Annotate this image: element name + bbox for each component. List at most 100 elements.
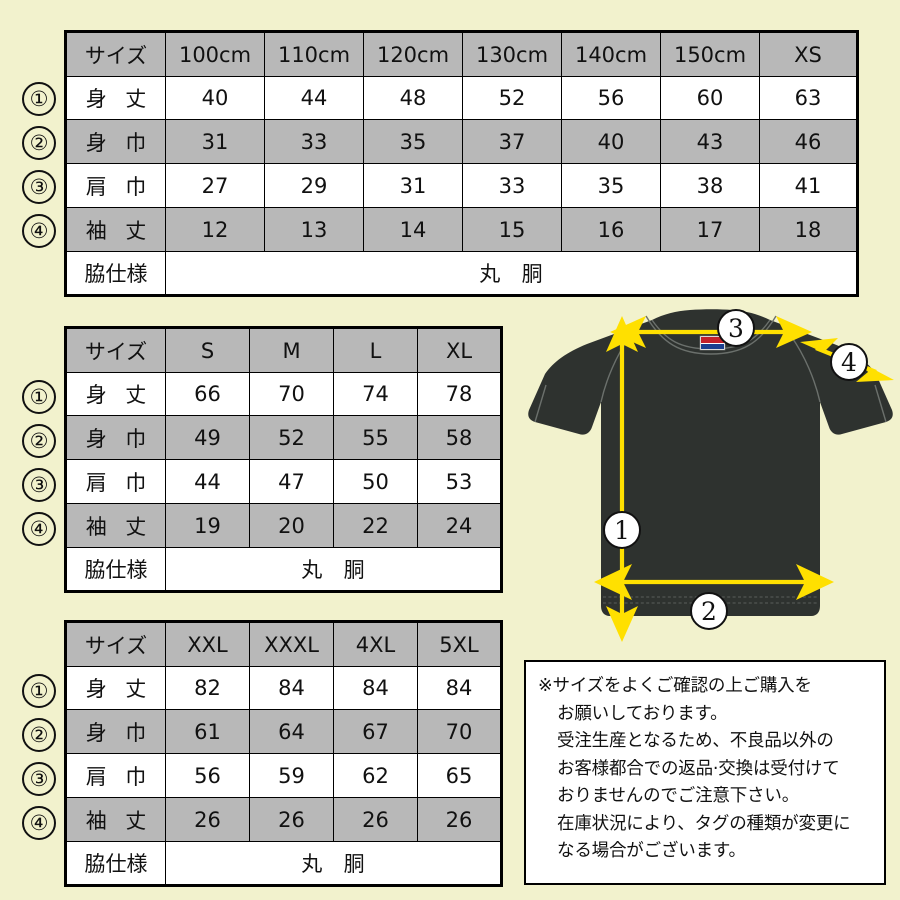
row-label: 袖 丈	[65, 503, 166, 548]
cell-value: 12	[165, 207, 265, 252]
kids-size-table: サイズ 100cm 110cm 120cm 130cm 140cm 150cm …	[64, 30, 859, 297]
table-row: 身 巾 61 64 67 70	[65, 709, 502, 754]
cell-value: 48	[363, 76, 463, 120]
cell-value: 55	[333, 415, 418, 460]
table-header-row: サイズ XXL XXXL 4XL 5XL	[65, 621, 502, 667]
table-row: 身 巾 49 52 55 58	[65, 415, 502, 460]
cell-value: 29	[264, 163, 364, 208]
column-header: 120cm	[363, 31, 463, 77]
svg-text:3: 3	[728, 314, 744, 343]
cell-value: 26	[249, 797, 334, 842]
cell-value: 40	[165, 76, 265, 120]
cell-value: 24	[417, 503, 502, 548]
row-label-side-spec: 脇仕様	[65, 841, 166, 886]
column-header: 110cm	[264, 31, 364, 77]
cell-value: 52	[462, 76, 562, 120]
cell-value: 31	[363, 163, 463, 208]
notice-line: 受注生産となるため、不良品以外の	[557, 731, 834, 751]
column-header-size: サイズ	[65, 621, 166, 667]
big-size-table: サイズ XXL XXXL 4XL 5XL 身 丈 82 84 84 84 身 巾…	[64, 620, 503, 887]
cell-value: 78	[417, 372, 502, 416]
cell-value: 41	[759, 163, 858, 208]
column-header-size: サイズ	[65, 327, 166, 373]
cell-value: 17	[660, 207, 760, 252]
measure-mark-2: ②	[22, 424, 56, 458]
cell-value: 27	[165, 163, 265, 208]
cell-value: 61	[165, 709, 250, 754]
side-spec-value: 丸 胴	[165, 251, 858, 296]
measure-mark-3: ③	[22, 468, 56, 502]
cell-value: 47	[249, 459, 334, 504]
measure-mark-1: ①	[22, 380, 56, 414]
cell-value: 44	[264, 76, 364, 120]
cell-value: 22	[333, 503, 418, 548]
measure-mark-1: ①	[22, 674, 56, 708]
cell-value: 58	[417, 415, 502, 460]
callout-3: 3	[717, 309, 755, 347]
cell-value: 70	[417, 709, 502, 754]
column-header: 130cm	[462, 31, 562, 77]
column-header: 150cm	[660, 31, 760, 77]
row-label: 肩 巾	[65, 753, 166, 798]
measure-mark-4: ④	[22, 214, 56, 248]
cell-value: 67	[333, 709, 418, 754]
table-row: 袖 丈 12 13 14 15 16 17 18	[65, 207, 858, 252]
cell-value: 43	[660, 119, 760, 164]
row-label: 身 巾	[65, 119, 166, 164]
cell-value: 35	[363, 119, 463, 164]
svg-text:1: 1	[614, 516, 630, 545]
notice-line: なる場合がございます。	[557, 841, 746, 861]
side-spec-value: 丸 胴	[165, 841, 502, 886]
table-row-spec: 脇仕様 丸 胴	[65, 251, 858, 296]
cell-value: 40	[561, 119, 661, 164]
row-label-side-spec: 脇仕様	[65, 251, 166, 296]
notice-line: お客様都合での返品·交換は受付けて	[557, 758, 840, 779]
table-row: 袖 丈 26 26 26 26	[65, 797, 502, 842]
column-header-size: サイズ	[65, 31, 166, 77]
cell-value: 56	[165, 753, 250, 798]
row-label: 身 丈	[65, 76, 166, 120]
cell-value: 56	[561, 76, 661, 120]
measure-marks-gutter-1: ① ② ③ ④	[22, 76, 68, 266]
cell-value: 65	[417, 753, 502, 798]
column-header: 4XL	[333, 621, 418, 667]
column-header: XXL	[165, 621, 250, 667]
measure-marks-gutter-3: ① ② ③ ④	[22, 668, 68, 858]
notice-line: 在庫状況により、タグの種類が変更に	[557, 813, 851, 834]
table-header-row: サイズ 100cm 110cm 120cm 130cm 140cm 150cm …	[65, 31, 858, 77]
cell-value: 38	[660, 163, 760, 208]
notice-line: ※サイズをよくご確認の上ご購入を	[538, 676, 812, 696]
table-row: 身 丈 40 44 48 52 56 60 63	[65, 76, 858, 120]
table-row-spec: 脇仕様 丸 胴	[65, 841, 502, 886]
notice-box: ※サイズをよくご確認の上ご購入を お願いしております。 受注生産となるため、不良…	[524, 660, 886, 885]
table-row: 肩 巾 44 47 50 53	[65, 459, 502, 504]
row-label: 身 丈	[65, 666, 166, 710]
cell-value: 52	[249, 415, 334, 460]
cell-value: 44	[165, 459, 250, 504]
measure-mark-2: ②	[22, 718, 56, 752]
measure-mark-4: ④	[22, 806, 56, 840]
cell-value: 59	[249, 753, 334, 798]
column-header: S	[165, 327, 250, 373]
cell-value: 37	[462, 119, 562, 164]
notice-line: おりませんのでご注意下さい。	[557, 786, 800, 806]
measure-mark-3: ③	[22, 762, 56, 796]
cell-value: 15	[462, 207, 562, 252]
callout-4: 4	[830, 343, 868, 381]
row-label-side-spec: 脇仕様	[65, 547, 166, 592]
cell-value: 26	[417, 797, 502, 842]
measure-mark-1: ①	[22, 82, 56, 116]
row-label: 身 巾	[65, 709, 166, 754]
table-row: 身 丈 66 70 74 78	[65, 372, 502, 416]
tshirt-diagram: .body { fill:#2e322f; } .seam { fill:non…	[524, 306, 896, 652]
cell-value: 74	[333, 372, 418, 416]
cell-value: 49	[165, 415, 250, 460]
row-label: 肩 巾	[65, 459, 166, 504]
cell-value: 64	[249, 709, 334, 754]
column-header: M	[249, 327, 334, 373]
callout-2: 2	[690, 592, 728, 630]
table-header-row: サイズ S M L XL	[65, 327, 502, 373]
cell-value: 33	[462, 163, 562, 208]
notice-line: お願いしております。	[557, 703, 728, 724]
table-row: 肩 巾 56 59 62 65	[65, 753, 502, 798]
